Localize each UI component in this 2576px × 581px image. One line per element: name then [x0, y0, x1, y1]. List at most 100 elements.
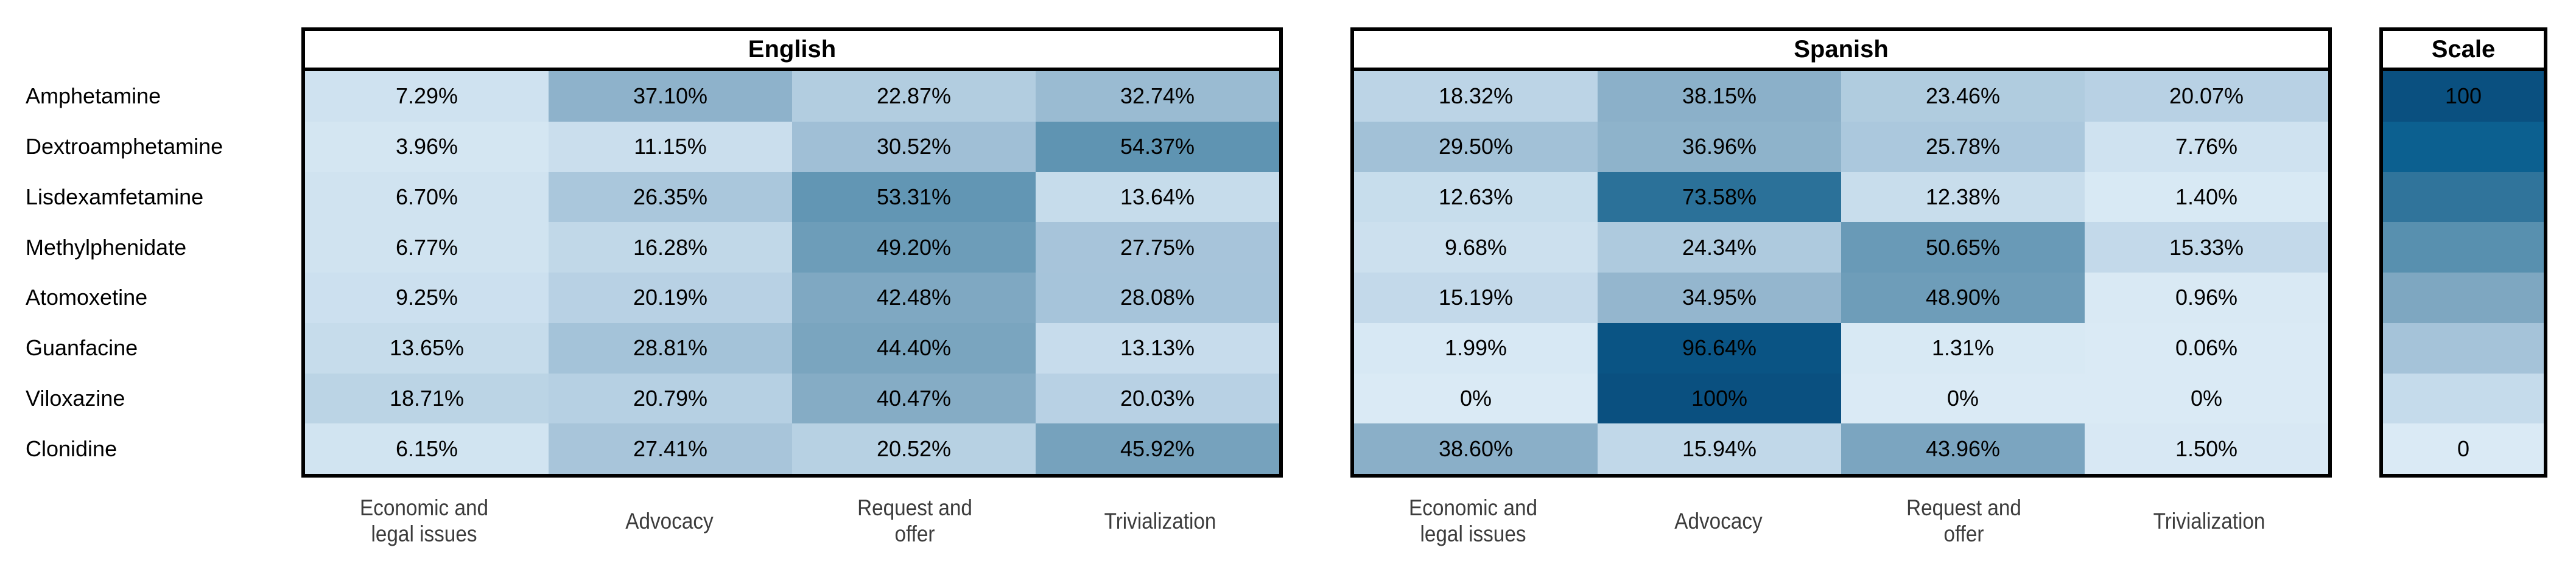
scale-band [2383, 222, 2544, 273]
heatmap-cell: 32.74% [1036, 71, 1279, 122]
row-label: Methylphenidate [26, 234, 187, 260]
scale-band [2383, 273, 2544, 323]
heatmap-cell: 13.65% [305, 322, 549, 374]
panel-english: English 7.29% 37.10% 22.87% 32.74% 3.96% 11.1… [301, 27, 1283, 555]
column-label: Advocacy [1674, 508, 1763, 534]
heatmap-cell: 15.19% [1354, 273, 1598, 323]
column-labels-spanish: Economic and legal issues Advocacy Request … [1350, 487, 2332, 555]
column-labels-english: Economic and legal issues Advocacy Request … [301, 487, 1283, 555]
heatmap-cell: 9.68% [1354, 222, 1598, 273]
heatmap-cell: 0% [1841, 373, 2085, 424]
heatmap-cell: 11.15% [549, 121, 792, 172]
heatmap-cell: 3.96% [305, 121, 549, 172]
heatmap-cell: 16.28% [549, 222, 792, 273]
heatmap-cell: 30.52% [792, 121, 1036, 172]
heatmap-cell: 38.15% [1598, 71, 1841, 122]
heatmap-cell: 25.78% [1841, 121, 2085, 172]
scale-legend-title: Scale [2383, 31, 2544, 71]
heatmap-cell: 26.35% [549, 172, 792, 223]
column-label: Economic and legal issues [1408, 495, 1538, 546]
heatmap-cell: 37.10% [549, 71, 792, 122]
row-label: Viloxazine [26, 385, 125, 411]
heatmap-cell: 29.50% [1354, 121, 1598, 172]
heatmap-cell: 27.75% [1036, 222, 1279, 273]
row-label: Dextroamphetamine [26, 134, 223, 159]
heatmap-cell: 22.87% [792, 71, 1036, 122]
column-label: Economic and legal issues [359, 495, 489, 546]
panel-english-title: English [305, 31, 1279, 71]
heatmap-cell: 9.25% [305, 273, 549, 323]
heatmap-cell: 6.77% [305, 222, 549, 273]
heatmap-cell: 6.15% [305, 423, 549, 474]
column-label: Request and offer [1906, 495, 2021, 546]
heatmap-cell: 48.90% [1841, 273, 2085, 323]
heatmap-grid-spanish: 18.32% 38.15% 23.46% 20.07% 29.50% 36.96% 25.7… [1354, 71, 2328, 474]
heatmap-cell: 96.64% [1598, 322, 1841, 374]
heatmap-cell: 20.19% [549, 273, 792, 323]
heatmap-cell: 23.46% [1841, 71, 2085, 122]
panel-spanish: Spanish 18.32% 38.15% 23.46% 20.07% 29.50% 36… [1350, 27, 2332, 555]
row-labels: Amphetamine Dextroamphetamine Lisdexamfeta… [26, 71, 297, 474]
heatmap-cell: 7.29% [305, 71, 549, 122]
heatmap-cell: 100% [1598, 373, 1841, 424]
heatmap-cell: 28.08% [1036, 273, 1279, 323]
row-label: Lisdexamfetamine [26, 184, 204, 209]
scale-legend-box: Scale 100 0 [2379, 27, 2547, 478]
scale-band [2383, 172, 2544, 223]
heatmap-cell: 38.60% [1354, 423, 1598, 474]
heatmap-cell: 44.40% [792, 322, 1036, 374]
panel-english-box: English 7.29% 37.10% 22.87% 32.74% 3.96% 11.1… [301, 27, 1283, 478]
scale-band: 100 [2383, 71, 2544, 122]
heatmap-cell: 1.40% [2085, 172, 2328, 223]
heatmap-cell: 0.06% [2085, 322, 2328, 374]
heatmap-cell: 20.79% [549, 373, 792, 424]
column-label: Trivialization [1104, 508, 1216, 534]
heatmap-cell: 20.07% [2085, 71, 2328, 122]
panel-spanish-box: Spanish 18.32% 38.15% 23.46% 20.07% 29.50% 36… [1350, 27, 2332, 478]
heatmap-cell: 45.92% [1036, 423, 1279, 474]
heatmap-cell: 0% [1354, 373, 1598, 424]
heatmap-cell: 49.20% [792, 222, 1036, 273]
heatmap-cell: 43.96% [1841, 423, 2085, 474]
heatmap-cell: 13.13% [1036, 322, 1279, 374]
heatmap-cell: 73.58% [1598, 172, 1841, 223]
scale-band [2383, 322, 2544, 374]
heatmap-cell: 1.31% [1841, 322, 2085, 374]
heatmap-cell: 1.50% [2085, 423, 2328, 474]
heatmap-cell: 24.34% [1598, 222, 1841, 273]
heatmap-cell: 12.63% [1354, 172, 1598, 223]
row-label: Amphetamine [26, 83, 161, 109]
heatmap-cell: 15.33% [2085, 222, 2328, 273]
heatmap-cell: 50.65% [1841, 222, 2085, 273]
row-label: Guanfacine [26, 335, 138, 361]
column-label: Request and offer [857, 495, 972, 546]
heatmap-cell: 0% [2085, 373, 2328, 424]
scale-band [2383, 373, 2544, 424]
heatmap-cell: 40.47% [792, 373, 1036, 424]
heatmap-cell: 7.76% [2085, 121, 2328, 172]
column-label: Advocacy [625, 508, 714, 534]
scale-legend: Scale 100 0 [2379, 27, 2547, 478]
heatmap-cell: 13.64% [1036, 172, 1279, 223]
heatmap-cell: 18.32% [1354, 71, 1598, 122]
scale-band: 0 [2383, 423, 2544, 474]
heatmap-cell: 6.70% [305, 172, 549, 223]
heatmap-cell: 28.81% [549, 322, 792, 374]
heatmap-cell: 20.03% [1036, 373, 1279, 424]
heatmap-cell: 18.71% [305, 373, 549, 424]
heatmap-cell: 53.31% [792, 172, 1036, 223]
panel-spanish-title: Spanish [1354, 31, 2328, 71]
heatmap-cell: 12.38% [1841, 172, 2085, 223]
heatmap-cell: 36.96% [1598, 121, 1841, 172]
heatmap-cell: 1.99% [1354, 322, 1598, 374]
row-label: Atomoxetine [26, 285, 148, 310]
scale-band [2383, 121, 2544, 172]
heatmap-cell: 54.37% [1036, 121, 1279, 172]
heatmap-cell: 15.94% [1598, 423, 1841, 474]
row-label: Clonidine [26, 436, 118, 461]
heatmap-cell: 0.96% [2085, 273, 2328, 323]
heatmap-grid-english: 7.29% 37.10% 22.87% 32.74% 3.96% 11.15% 30.52%… [305, 71, 1279, 474]
scale-bands: 100 0 [2383, 71, 2544, 474]
heatmap-cell: 20.52% [792, 423, 1036, 474]
